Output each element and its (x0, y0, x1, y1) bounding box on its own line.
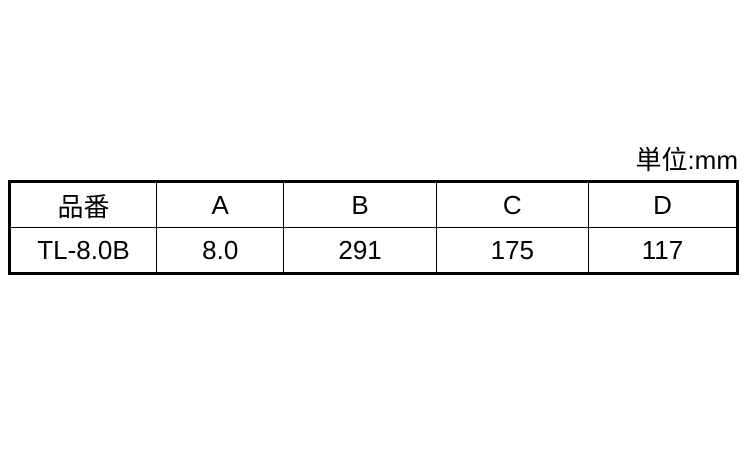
cell: 117 (587, 227, 739, 274)
cell: 291 (283, 227, 437, 274)
unit-label: 単位:mm (635, 145, 738, 175)
header-row: 品番 A B C D (9, 181, 739, 228)
header-cell: A (155, 181, 285, 228)
header-cell: D (587, 181, 739, 228)
header-cell: 品番 (9, 181, 157, 228)
spec-table: 品番 A B C D TL-8.0B 8.0 291 175 117 (8, 180, 739, 275)
cell: 175 (435, 227, 589, 274)
header-cell: C (435, 181, 589, 228)
cell: TL-8.0B (9, 227, 157, 274)
table-row: TL-8.0B 8.0 291 175 117 (9, 227, 739, 274)
cell: 8.0 (155, 227, 285, 274)
header-cell: B (283, 181, 437, 228)
